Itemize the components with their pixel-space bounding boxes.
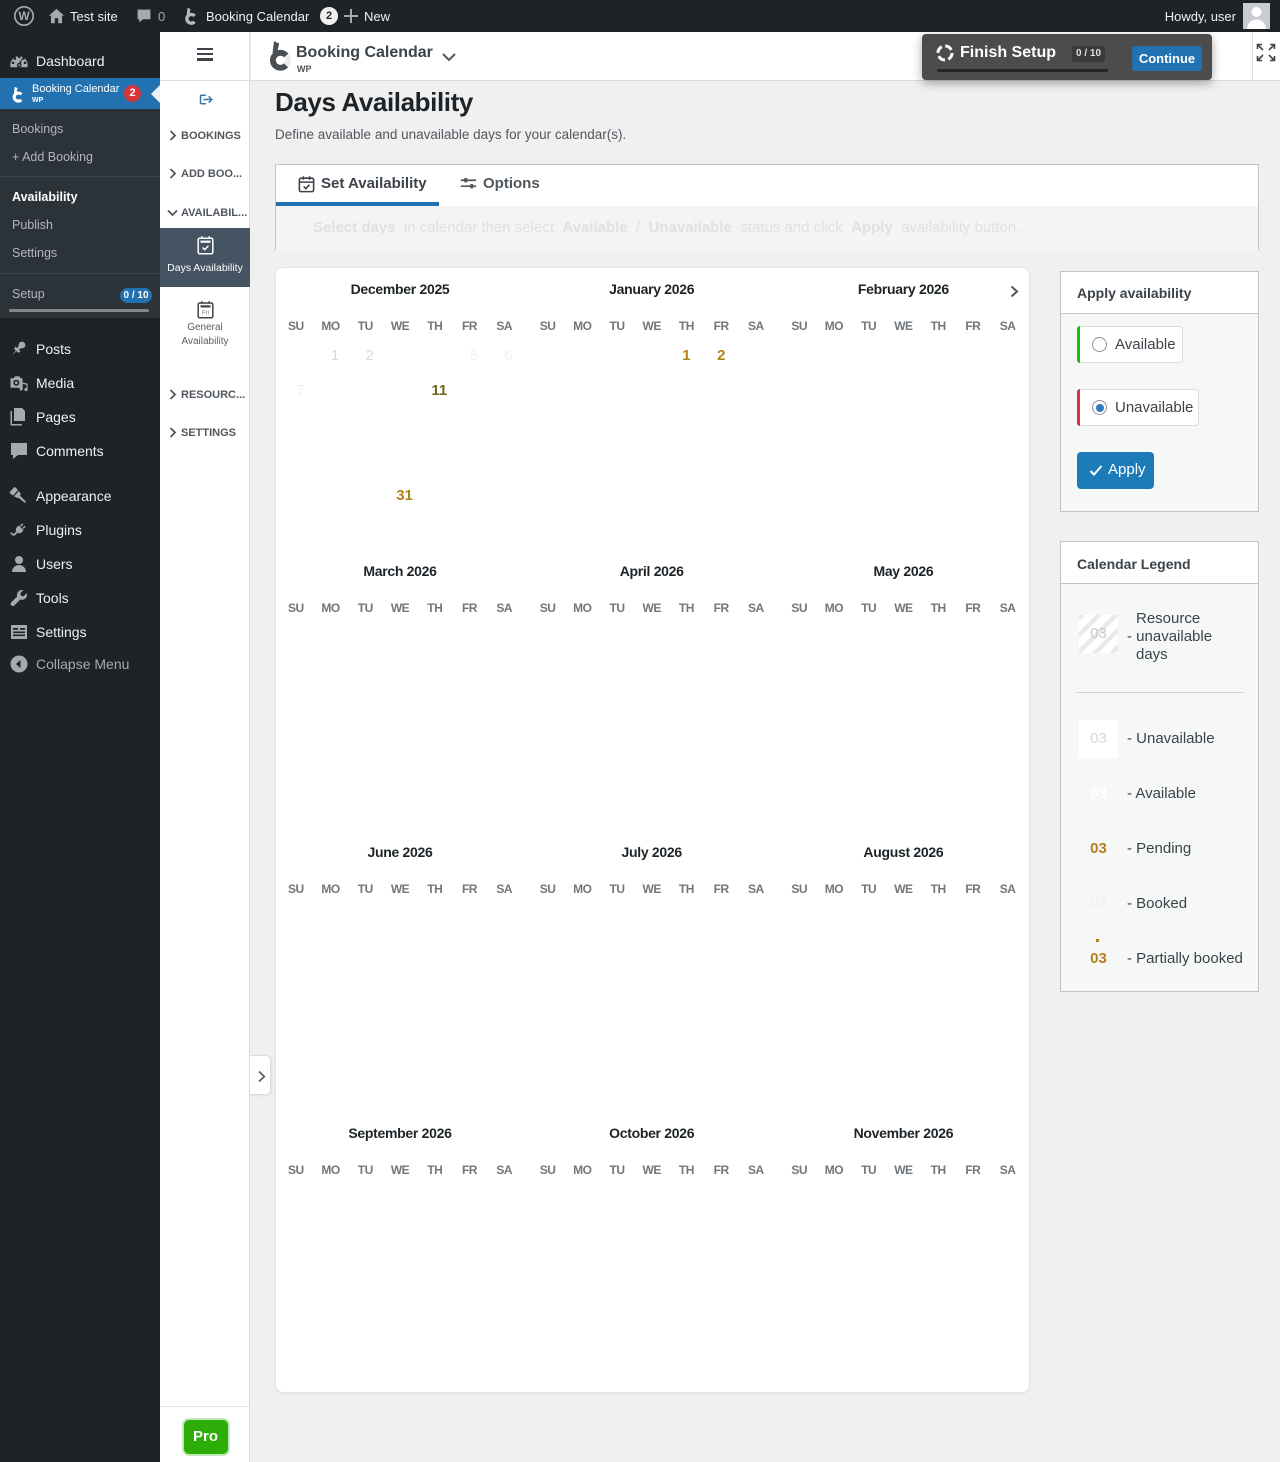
svg-text:Fri: Fri xyxy=(202,311,209,317)
svg-text:W: W xyxy=(18,9,30,23)
